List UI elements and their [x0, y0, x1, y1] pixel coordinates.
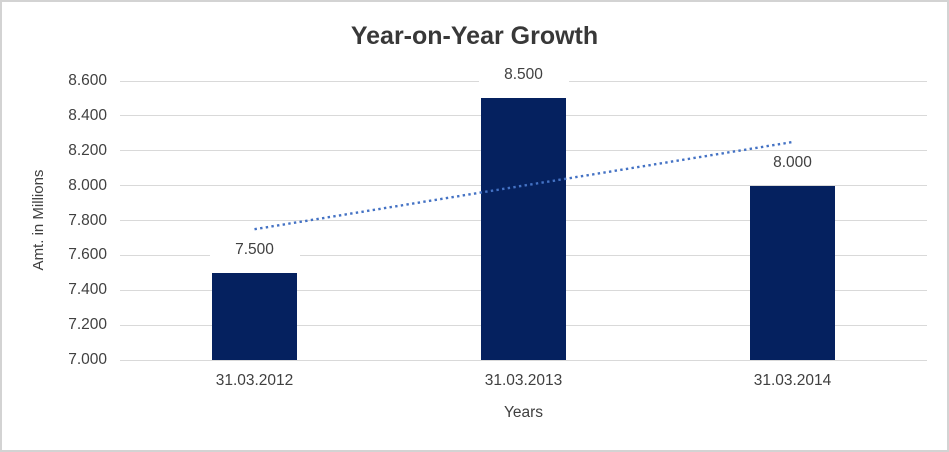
gridline [120, 359, 927, 361]
y-tick-label: 7.000 [68, 351, 107, 368]
y-tick-label: 8.400 [68, 106, 107, 124]
x-tick-label: 31.03.2012 [215, 372, 294, 389]
y-tick-label: 7.800 [68, 211, 107, 229]
y-tick-label: 7.600 [68, 246, 107, 264]
trendline [254, 140, 793, 231]
data-label: 7.500 [209, 240, 300, 259]
y-tick-label: 7.400 [68, 281, 107, 299]
data-label: 8.000 [747, 153, 838, 172]
bar-31.03.2013 [481, 98, 566, 360]
y-tick-label: 7.200 [68, 316, 107, 334]
chart-title: Year-on-Year Growth [350, 22, 599, 50]
bar-31.03.2012 [212, 272, 297, 360]
x-tick-label: 31.03.2013 [484, 372, 563, 389]
y-tick-label: 8.000 [68, 176, 107, 194]
data-label: 8.500 [478, 66, 569, 85]
y-tick-label: 8.200 [68, 141, 107, 159]
y-tick-label: 8.600 [68, 72, 107, 89]
plot-area: 7.500 8.500 8.000 [120, 66, 927, 361]
x-tick-label: 31.03.2014 [753, 372, 832, 389]
x-axis-title: Years [503, 404, 544, 421]
bar-31.03.2014 [750, 185, 835, 360]
